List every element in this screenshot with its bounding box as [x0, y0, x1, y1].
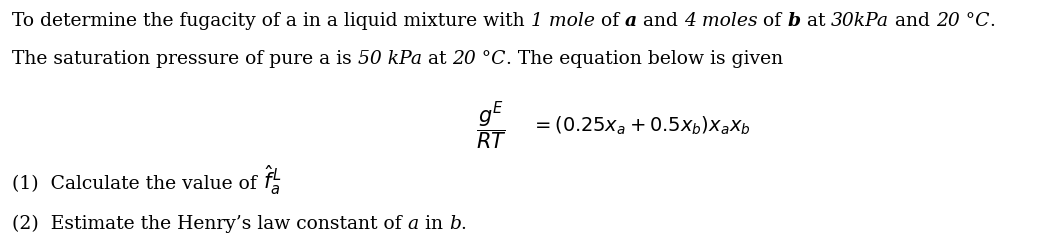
Text: $\hat{f}^{\,L}_{a}$: $\hat{f}^{\,L}_{a}$ — [263, 163, 282, 196]
Text: b: b — [449, 214, 461, 232]
Text: a: a — [407, 214, 419, 232]
Text: To determine the fugacity of a in a liquid mixture with: To determine the fugacity of a in a liqu… — [12, 12, 530, 30]
Text: (2)  Estimate the Henry’s law constant of: (2) Estimate the Henry’s law constant of — [12, 214, 407, 232]
Text: 4 moles: 4 moles — [684, 12, 757, 30]
Text: .: . — [461, 214, 467, 232]
Text: of: of — [757, 12, 788, 30]
Text: $= (0.25x_a + 0.5x_b)x_ax_b$: $= (0.25x_a + 0.5x_b)x_ax_b$ — [531, 114, 750, 136]
Text: . The equation below is given: . The equation below is given — [506, 50, 783, 68]
Text: 30kPa: 30kPa — [831, 12, 889, 30]
Text: $\dfrac{g^E}{RT}$: $\dfrac{g^E}{RT}$ — [476, 100, 506, 151]
Text: 50 kPa: 50 kPa — [358, 50, 422, 68]
Text: 20 °C: 20 °C — [452, 50, 506, 68]
Text: (1)  Calculate the value of: (1) Calculate the value of — [12, 174, 263, 192]
Text: and: and — [636, 12, 684, 30]
Text: in: in — [419, 214, 449, 232]
Text: .: . — [990, 12, 995, 30]
Text: b: b — [788, 12, 801, 30]
Text: of: of — [594, 12, 625, 30]
Text: The saturation pressure of pure a is: The saturation pressure of pure a is — [12, 50, 358, 68]
Text: a: a — [625, 12, 636, 30]
Text: 1 mole: 1 mole — [530, 12, 594, 30]
Text: and: and — [889, 12, 936, 30]
Text: 20 °C: 20 °C — [936, 12, 990, 30]
Text: at: at — [801, 12, 831, 30]
Text: at: at — [422, 50, 452, 68]
